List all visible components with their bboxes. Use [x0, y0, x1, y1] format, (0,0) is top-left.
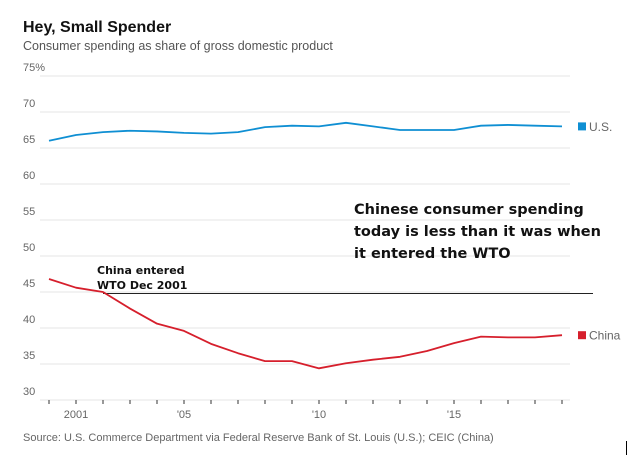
y-tick-label: 65 — [23, 134, 35, 146]
annotation-wto-entry: WTO Dec 2001 — [97, 279, 187, 292]
x-tick-label: '10 — [312, 409, 326, 421]
series-line-us — [48, 121, 563, 142]
legend-swatch — [578, 122, 586, 131]
y-tick-label: 45 — [23, 278, 35, 290]
y-tick-label: 30 — [23, 386, 35, 398]
text-cursor — [626, 441, 627, 455]
chart-title: Hey, Small Spender — [23, 19, 172, 36]
y-tick-label: 70 — [23, 98, 35, 110]
annotation-callout: it entered the WTO — [354, 246, 511, 262]
y-tick-label: 50 — [23, 242, 35, 254]
legend-label: U.S. — [589, 120, 612, 134]
annotation-wto-entry: China entered — [97, 264, 185, 277]
x-tick-label: '05 — [177, 409, 191, 421]
x-tick-label: '15 — [447, 409, 461, 421]
annotation-callout: today is less than it was when — [354, 224, 601, 240]
y-tick-label: 35 — [23, 350, 35, 362]
x-tick-label: 2001 — [64, 409, 88, 421]
chart-source: Source: U.S. Commerce Department via Fed… — [23, 432, 494, 444]
series-line-china — [48, 278, 563, 370]
y-tick-label: 40 — [23, 314, 35, 326]
legend-swatch — [578, 331, 586, 340]
y-tick-label: 60 — [23, 170, 35, 182]
annotation-callout: Chinese consumer spending — [354, 202, 584, 218]
y-tick-label: 75% — [23, 62, 45, 74]
y-tick-label: 55 — [23, 206, 35, 218]
chart-subtitle: Consumer spending as share of gross dome… — [23, 39, 333, 53]
legend-label: China — [589, 329, 621, 343]
